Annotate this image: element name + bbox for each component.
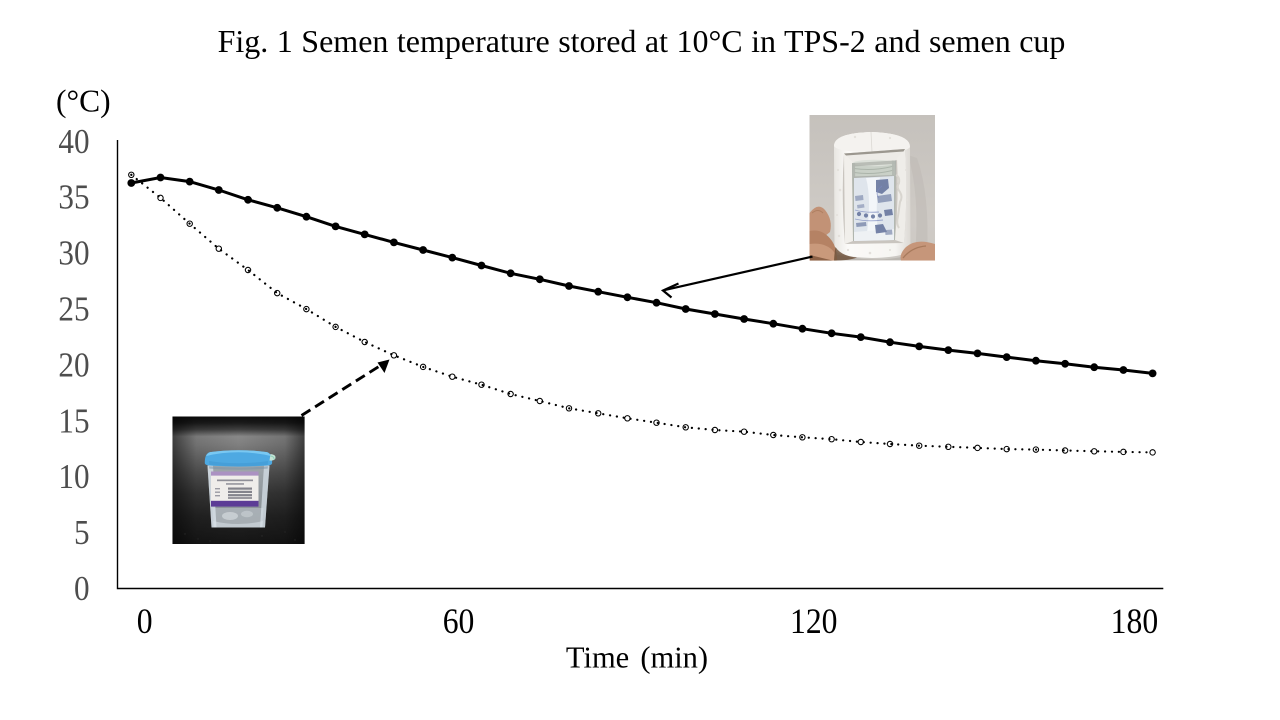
- svg-text:(°C): (°C): [56, 84, 111, 119]
- svg-text:10: 10: [58, 458, 89, 497]
- svg-text:180: 180: [1111, 602, 1159, 641]
- svg-text:Fig. 1 Semen temperature store: Fig. 1 Semen temperature stored at 10°C …: [218, 23, 1066, 59]
- svg-text:15: 15: [58, 402, 89, 441]
- svg-text:20: 20: [58, 346, 89, 385]
- svg-text:25: 25: [58, 290, 89, 329]
- svg-text:0: 0: [137, 602, 153, 641]
- svg-text:60: 60: [443, 602, 475, 641]
- svg-text:120: 120: [790, 602, 838, 641]
- svg-text:0: 0: [74, 569, 90, 608]
- svg-text:40: 40: [58, 122, 89, 161]
- svg-text:5: 5: [74, 513, 90, 552]
- svg-text:35: 35: [58, 178, 89, 217]
- svg-text:Time (min): Time (min): [566, 641, 708, 675]
- svg-text:30: 30: [58, 234, 89, 273]
